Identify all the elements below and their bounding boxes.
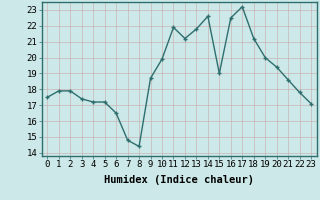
X-axis label: Humidex (Indice chaleur): Humidex (Indice chaleur) xyxy=(104,175,254,185)
